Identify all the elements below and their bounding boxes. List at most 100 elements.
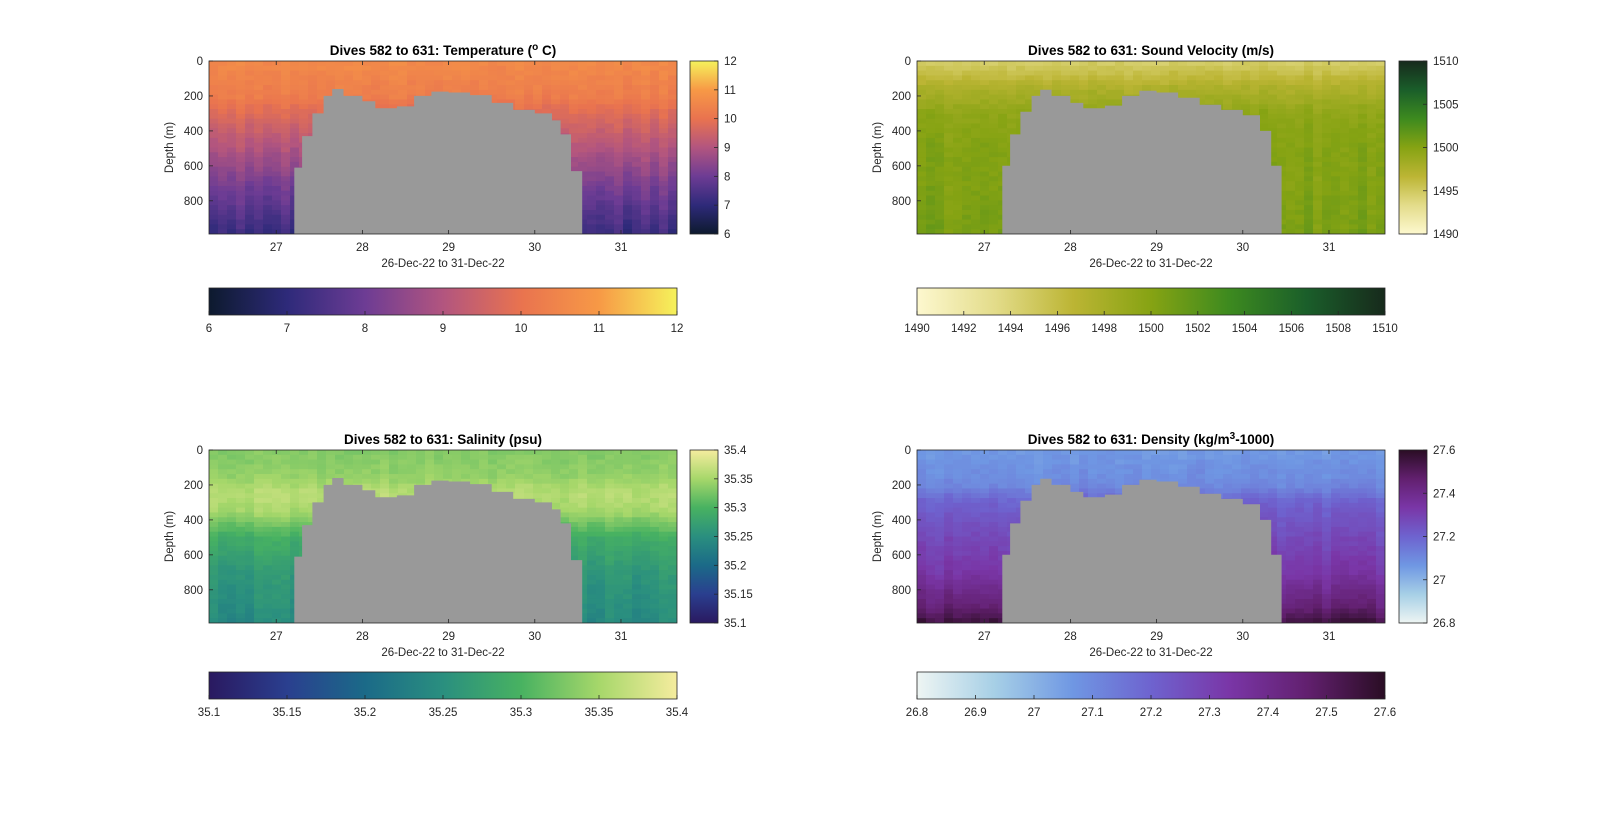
heatmap-cell — [650, 176, 660, 182]
heatmap-cell — [425, 474, 435, 480]
heatmap-cell — [650, 104, 660, 110]
colorbar-h-tick-label: 9 — [440, 323, 446, 335]
heatmap-cell — [515, 104, 525, 110]
heatmap-cell — [227, 128, 237, 134]
heatmap-cell — [668, 181, 677, 187]
heatmap-cell — [218, 522, 228, 528]
heatmap-cell — [596, 109, 606, 115]
heatmap-cell — [1349, 65, 1359, 72]
heatmap-cell — [227, 133, 237, 139]
heatmap-cell — [1376, 219, 1385, 225]
heatmap-cell — [227, 483, 237, 490]
heatmap-cell — [1358, 85, 1368, 91]
heatmap-cell — [263, 65, 273, 72]
heatmap-cell — [245, 546, 255, 552]
heatmap-cell — [416, 70, 426, 77]
heatmap-cell — [944, 133, 954, 139]
heatmap-cell — [668, 157, 677, 163]
heatmap-cell — [917, 190, 927, 197]
heatmap-cell — [1187, 65, 1197, 72]
heatmap-cell — [1259, 123, 1269, 129]
heatmap-cell — [1079, 75, 1089, 81]
heatmap-cell — [1322, 214, 1332, 221]
heatmap-cell — [263, 603, 273, 610]
heatmap-cell — [1286, 205, 1296, 211]
heatmap-cell — [254, 613, 264, 619]
heatmap-cell — [380, 99, 390, 105]
heatmap-cell — [218, 89, 228, 96]
heatmap-cell — [926, 147, 936, 153]
heatmap-cell — [1223, 99, 1233, 105]
heatmap-cell — [596, 205, 606, 211]
heatmap-cell — [218, 229, 228, 234]
heatmap-cell — [236, 75, 246, 81]
heatmap-cell — [272, 474, 282, 480]
heatmap-cell — [443, 459, 453, 466]
heatmap-cell — [578, 137, 588, 144]
heatmap-cell — [281, 613, 291, 619]
heatmap-cell — [1286, 161, 1296, 168]
heatmap-cell — [1025, 70, 1035, 77]
heatmap-cell — [623, 137, 633, 144]
heatmap-cell — [290, 526, 300, 533]
heatmap-cell — [1322, 118, 1332, 125]
heatmap-cell — [1358, 99, 1368, 105]
heatmap-cell — [1367, 61, 1377, 67]
heatmap-cell — [245, 574, 255, 581]
heatmap-cell — [587, 128, 597, 134]
heatmap-cell — [1268, 118, 1278, 125]
heatmap-cell — [962, 113, 972, 120]
heatmap-cell — [290, 541, 300, 547]
heatmap-cell — [1331, 118, 1341, 125]
heatmap-cell — [551, 75, 561, 81]
heatmap-cell — [1034, 61, 1044, 67]
heatmap-cell — [632, 224, 642, 230]
heatmap-cell — [1358, 61, 1368, 67]
heatmap-cell — [371, 85, 381, 91]
heatmap-cell — [1286, 70, 1296, 77]
heatmap-cell — [1034, 85, 1044, 91]
heatmap-cell — [236, 502, 246, 509]
heatmap-cell — [614, 147, 624, 153]
heatmap-cell — [560, 128, 570, 134]
heatmap-cell — [587, 224, 597, 230]
heatmap-cell — [641, 142, 651, 149]
heatmap-cell — [1313, 176, 1323, 182]
heatmap-cell — [650, 80, 660, 86]
heatmap-cell — [272, 128, 282, 134]
heatmap-cell — [971, 99, 981, 105]
heatmap-cell — [1232, 65, 1242, 72]
heatmap-cell — [1025, 65, 1035, 72]
heatmap-cell — [587, 214, 597, 221]
heatmap-cell — [1250, 80, 1260, 86]
heatmap-cell — [1133, 85, 1143, 91]
heatmap-cell — [407, 478, 417, 485]
heatmap-cell — [659, 219, 669, 225]
heatmap-cell — [209, 560, 219, 566]
heatmap-cell — [209, 517, 219, 523]
heatmap-cell — [1259, 61, 1269, 67]
heatmap-cell — [245, 65, 255, 72]
heatmap-cell — [917, 171, 927, 177]
heatmap-cell — [425, 459, 435, 466]
heatmap-cell — [980, 137, 990, 144]
heatmap-cell — [1313, 99, 1323, 105]
heatmap-cell — [245, 195, 255, 201]
heatmap-cell — [650, 205, 660, 211]
heatmap-cell — [290, 99, 300, 105]
heatmap-cell — [1376, 89, 1385, 96]
heatmap-cell — [434, 469, 444, 475]
heatmap-cell — [218, 459, 228, 466]
heatmap-cell — [1142, 61, 1152, 67]
heatmap-cell — [254, 209, 264, 216]
heatmap-cell — [254, 224, 264, 230]
heatmap-cell — [281, 209, 291, 216]
heatmap-cell — [1277, 80, 1287, 86]
heatmap-cell — [926, 214, 936, 221]
heatmap-cell — [236, 493, 246, 499]
heatmap-cell — [1214, 85, 1224, 91]
heatmap-cell — [1367, 157, 1377, 163]
heatmap-cell — [488, 94, 498, 101]
heatmap-cell — [587, 176, 597, 182]
heatmap-cell — [227, 219, 237, 225]
